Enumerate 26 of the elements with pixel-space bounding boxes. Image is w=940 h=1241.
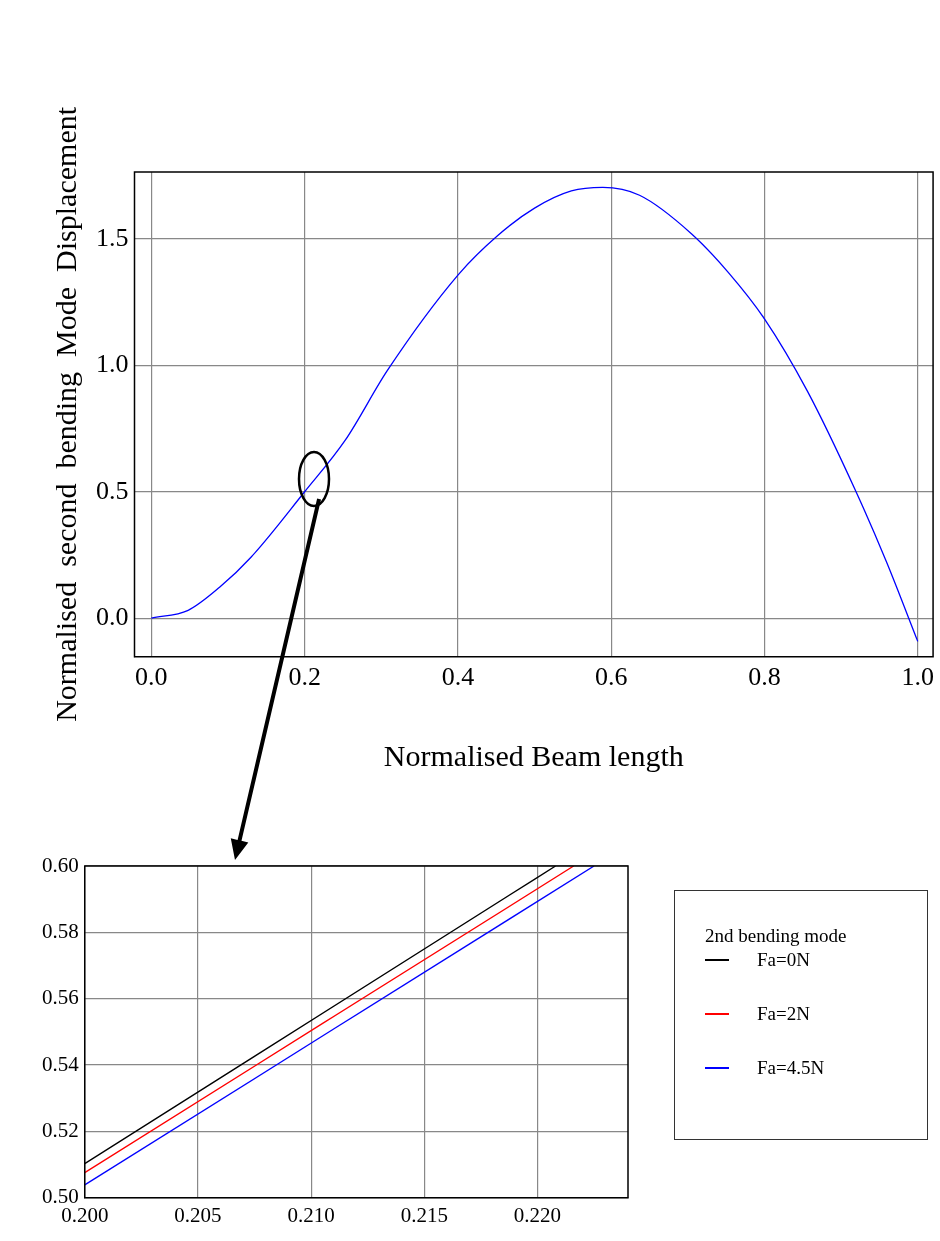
x-tick-label: 0.2	[288, 662, 321, 692]
legend-label: Fa=0N	[757, 949, 810, 971]
x-tick-label: 0.205	[174, 1202, 222, 1227]
legend-label: Fa=2N	[757, 1003, 810, 1025]
y-tick-label: 0.60	[42, 852, 79, 877]
x-axis-title: Normalised Beam length	[383, 738, 684, 772]
y-tick-label: 0.0	[96, 601, 129, 631]
y-tick-label: 0.54	[42, 1051, 80, 1076]
legend-title: 2nd bending mode	[705, 925, 848, 947]
y-tick-label: 0.52	[42, 1117, 79, 1142]
x-tick-label: 1.0	[901, 662, 934, 692]
y-tick-label: 0.5	[96, 475, 129, 505]
x-tick-label: 0.210	[287, 1202, 335, 1227]
x-tick-label: 0.8	[748, 662, 781, 692]
y-axis-title: Normalised second bending Mode Displacement	[48, 106, 82, 722]
x-tick-label: 0.220	[513, 1202, 562, 1227]
legend-label: Fa=4.5N	[757, 1057, 825, 1079]
y-tick-label: 0.58	[42, 918, 79, 943]
x-tick-label: 0.6	[594, 662, 628, 692]
y-tick-label: 1.0	[96, 349, 129, 379]
x-tick-label: 0.0	[135, 662, 168, 692]
x-tick-label: 0.215	[400, 1202, 448, 1227]
line-series	[150, 186, 919, 643]
y-tick-label: 0.56	[42, 985, 79, 1010]
x-tick-label: 0.4	[441, 662, 475, 692]
y-tick-label: 1.5	[96, 222, 129, 252]
